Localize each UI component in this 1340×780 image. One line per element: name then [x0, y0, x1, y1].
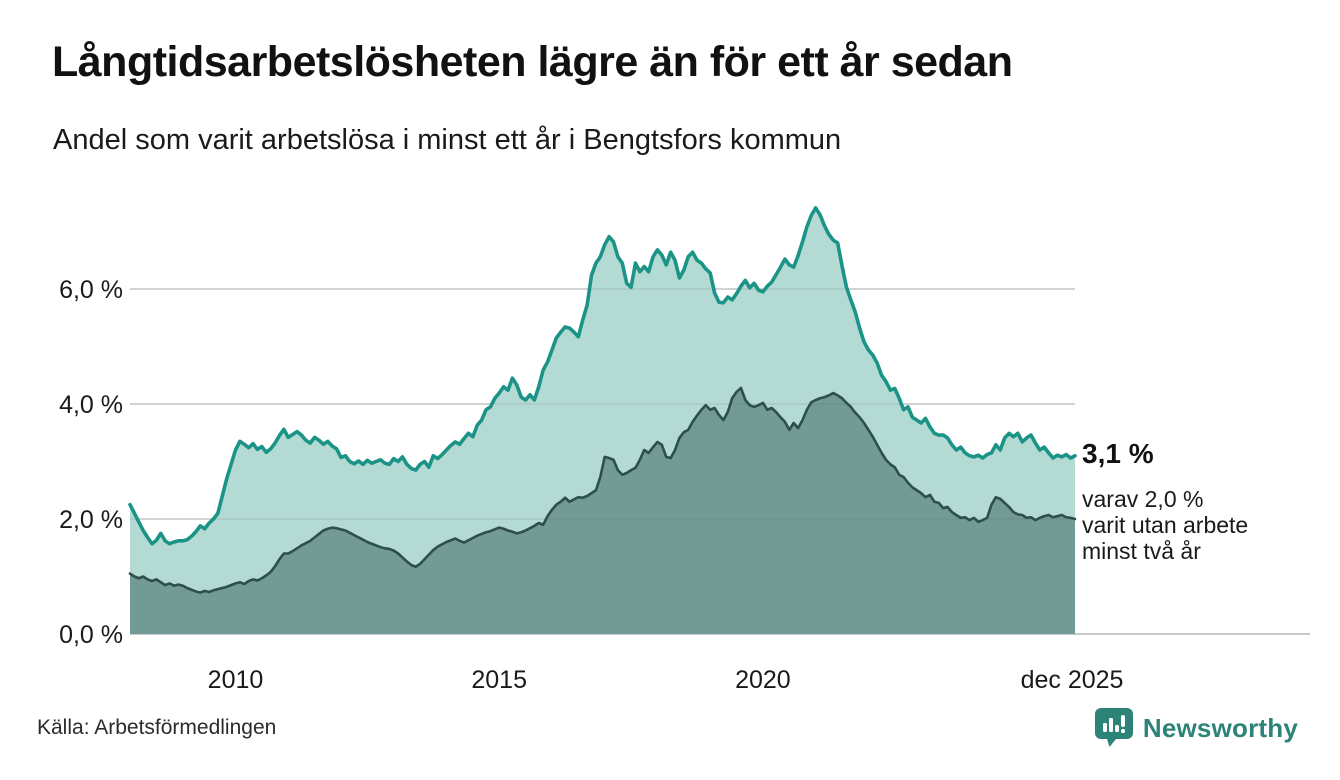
- svg-text:4,0 %: 4,0 %: [59, 391, 123, 419]
- latest-value-label: 3,1 %: [1082, 438, 1154, 469]
- latest-value-description: varav 2,0 % varit utan arbete minst två …: [1082, 486, 1332, 564]
- newsworthy-brand-name: Newsworthy: [1142, 712, 1298, 743]
- svg-text:6,0 %: 6,0 %: [59, 276, 123, 304]
- annotation-line: minst två år: [1082, 538, 1201, 564]
- svg-text:2010: 2010: [208, 666, 264, 694]
- svg-text:2020: 2020: [735, 666, 791, 694]
- newsworthy-logo-icon: [1094, 708, 1133, 747]
- source-note: Källa: Arbetsförmedlingen: [37, 716, 277, 739]
- svg-text:2015: 2015: [471, 666, 527, 694]
- svg-text:dec 2025: dec 2025: [1021, 666, 1124, 694]
- latest-value-annotation: 3,1 % varav 2,0 % varit utan arbete mins…: [1082, 438, 1332, 564]
- svg-text:0,0 %: 0,0 %: [59, 621, 123, 649]
- chart-subtitle: Andel som varit arbetslösa i minst ett å…: [53, 124, 842, 156]
- page-title: Långtidsarbetslösheten lägre än för ett …: [52, 38, 1013, 86]
- annotation-line: varit utan arbete: [1082, 512, 1249, 538]
- annotation-line: varav 2,0 %: [1082, 486, 1204, 512]
- svg-text:2,0 %: 2,0 %: [59, 506, 123, 534]
- newsworthy-brand: Newsworthy: [1094, 706, 1298, 750]
